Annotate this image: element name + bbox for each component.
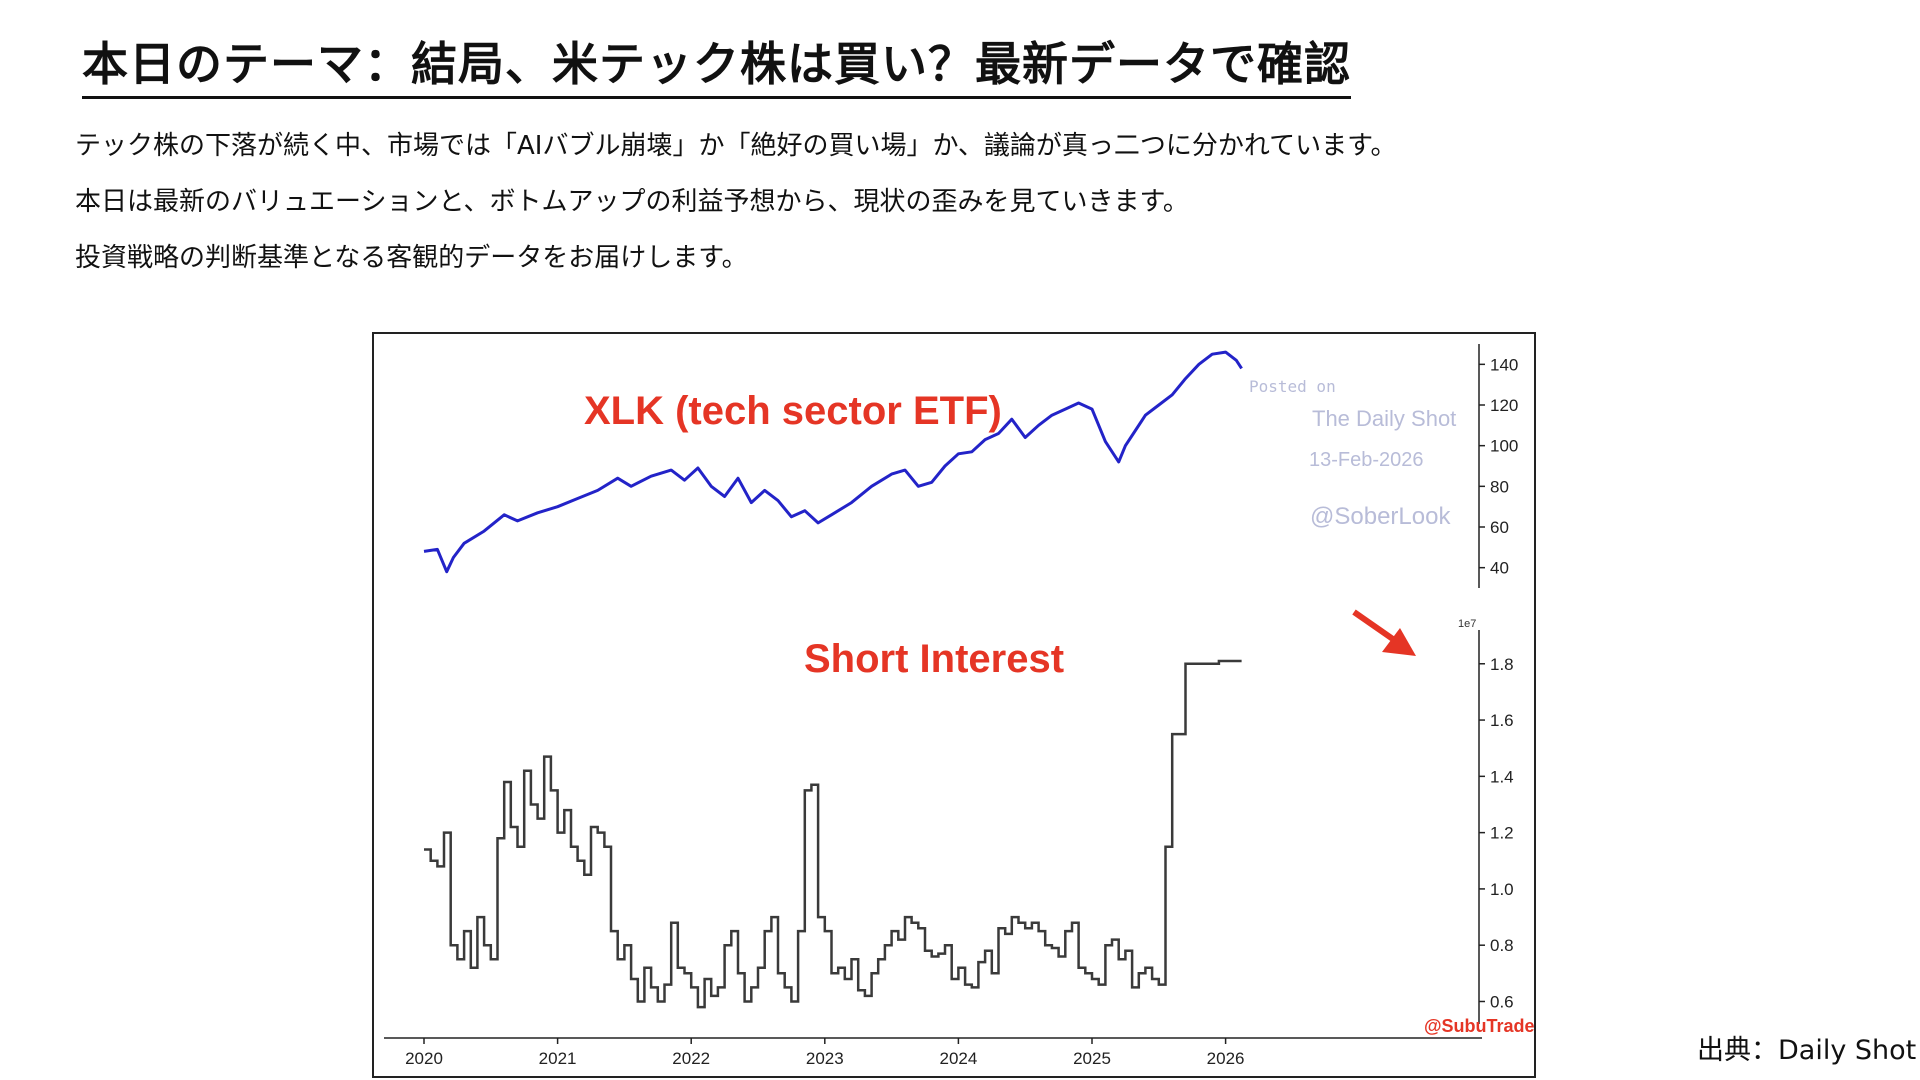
x-tick-label: 2026 [1207, 1049, 1245, 1068]
x-tick-label: 2021 [539, 1049, 577, 1068]
red-arrow-icon [1352, 609, 1416, 656]
xlk-y-tick-label: 100 [1490, 437, 1518, 456]
page-title: 本日のテーマ：結局、米テック株は買い？最新データで確認 [82, 28, 1351, 99]
short-interest-y-tick-label: 1.0 [1490, 880, 1514, 899]
short-interest-chart-title: Short Interest [804, 637, 1064, 681]
short-interest-scale-label: 1e7 [1458, 618, 1476, 630]
intro-line-2: 本日は最新のバリュエーションと、ボトムアップの利益予想から、現状の歪みを見ていき… [75, 187, 1189, 217]
watermark-handle: @SoberLook [1310, 503, 1451, 530]
xlk-chart-title: XLK (tech sector ETF) [584, 389, 1002, 433]
watermark-date: 13-Feb-2026 [1309, 449, 1424, 471]
chart-svg: Posted on The Daily Shot 13-Feb-2026 @So… [384, 344, 1534, 1068]
x-tick-label: 2024 [939, 1049, 977, 1068]
intro-line-3: 投資戦略の判断基準となる客観的データをお届けします。 [75, 243, 748, 273]
xlk-y-tick-label: 40 [1490, 559, 1509, 578]
watermark-posted-on: Posted on [1249, 377, 1336, 396]
source-credit: 出典：Daily Shot [1697, 1035, 1917, 1066]
short-interest-y-tick-label: 1.2 [1490, 824, 1514, 843]
x-tick-label: 2025 [1073, 1049, 1111, 1068]
xlk-y-tick-label: 60 [1490, 518, 1509, 537]
short-interest-y-tick-label: 0.8 [1490, 936, 1514, 955]
intro-line-1: テック株の下落が続く中、市場では「AIバブル崩壊」か「絶好の買い場」か、議論が真… [75, 131, 1397, 161]
xlk-y-tick-label: 80 [1490, 477, 1509, 496]
watermark-daily-shot: The Daily Shot [1312, 406, 1456, 431]
xlk-y-tick-label: 120 [1490, 396, 1518, 415]
xlk-series-line [423, 350, 1243, 574]
chart-marks: 40 60 80 100 120 140 0.6 0.8 1.0 1.2 1.4 1.6 1.8 2020… [405, 350, 1518, 1068]
short-interest-series-line [424, 659, 1242, 1009]
x-tick-label: 2023 [806, 1049, 844, 1068]
short-interest-y-tick-label: 1.6 [1490, 711, 1514, 730]
short-interest-y-tick-label: 1.8 [1490, 655, 1514, 674]
short-interest-y-tick-label: 0.6 [1490, 992, 1514, 1011]
x-tick-label: 2022 [672, 1049, 710, 1068]
x-tick-label: 2020 [405, 1049, 443, 1068]
subutrade-watermark: @SubuTrade [1424, 1016, 1534, 1036]
intro-text: テック株の下落が続く中、市場では「AIバブル崩壊」か「絶好の買い場」か、議論が真… [75, 118, 1397, 286]
chart-figure: Posted on The Daily Shot 13-Feb-2026 @So… [372, 332, 1536, 1078]
short-interest-y-tick-label: 1.4 [1490, 767, 1514, 786]
xlk-y-tick-label: 140 [1490, 355, 1518, 374]
